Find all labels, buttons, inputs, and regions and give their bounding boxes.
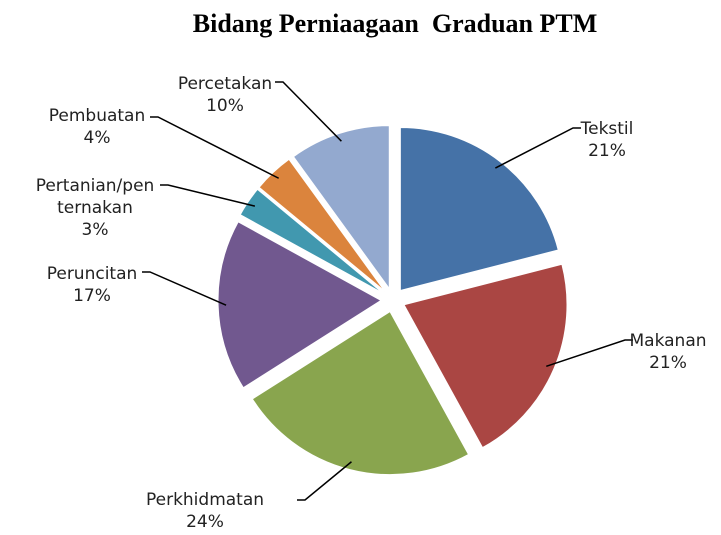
value-label: 21% bbox=[588, 141, 626, 161]
slice-label: Makanan 21% bbox=[629, 330, 706, 374]
pie-slice bbox=[399, 127, 559, 292]
leader-line bbox=[150, 116, 280, 179]
category-label: Makanan bbox=[629, 331, 707, 351]
leader-line bbox=[142, 271, 227, 306]
category-label: Tekstil bbox=[580, 119, 634, 139]
value-label: 21% bbox=[649, 353, 687, 373]
slice-label: Pertanian/penternakan 3% bbox=[33, 175, 158, 241]
category-label: Percetakan bbox=[177, 74, 273, 94]
chart-title: Bidang Perniaagaan Graduan PTM bbox=[193, 9, 598, 38]
slice-label: Pembuatan 4% bbox=[49, 105, 146, 149]
leader-line bbox=[160, 184, 256, 207]
slice-label: Perkhidmatan 24% bbox=[146, 489, 264, 533]
category-label: Pertanian/penternakan bbox=[35, 176, 155, 218]
value-label: 17% bbox=[73, 286, 111, 306]
value-label: 10% bbox=[206, 96, 244, 116]
slice-label: Tekstil 21% bbox=[581, 118, 634, 162]
pie-slice bbox=[251, 310, 470, 476]
category-label: Perkhidmatan bbox=[145, 490, 265, 510]
slice-label: Percetakan 10% bbox=[178, 73, 272, 117]
leader-line bbox=[546, 339, 633, 368]
value-label: 4% bbox=[83, 128, 111, 148]
pie-slice bbox=[217, 221, 382, 389]
category-label: Peruncitan bbox=[46, 264, 138, 284]
value-label: 24% bbox=[186, 512, 224, 532]
leader-line bbox=[297, 461, 352, 501]
slice-label: Peruncitan 17% bbox=[47, 263, 138, 307]
category-label: Pembuatan bbox=[48, 106, 146, 126]
pie-slice bbox=[403, 263, 568, 449]
pie-slice bbox=[239, 188, 384, 294]
leader-line bbox=[275, 81, 342, 142]
pie-slice bbox=[292, 125, 390, 291]
pie-slice bbox=[258, 158, 386, 292]
leader-line bbox=[495, 127, 581, 169]
value-label: 3% bbox=[81, 220, 109, 240]
